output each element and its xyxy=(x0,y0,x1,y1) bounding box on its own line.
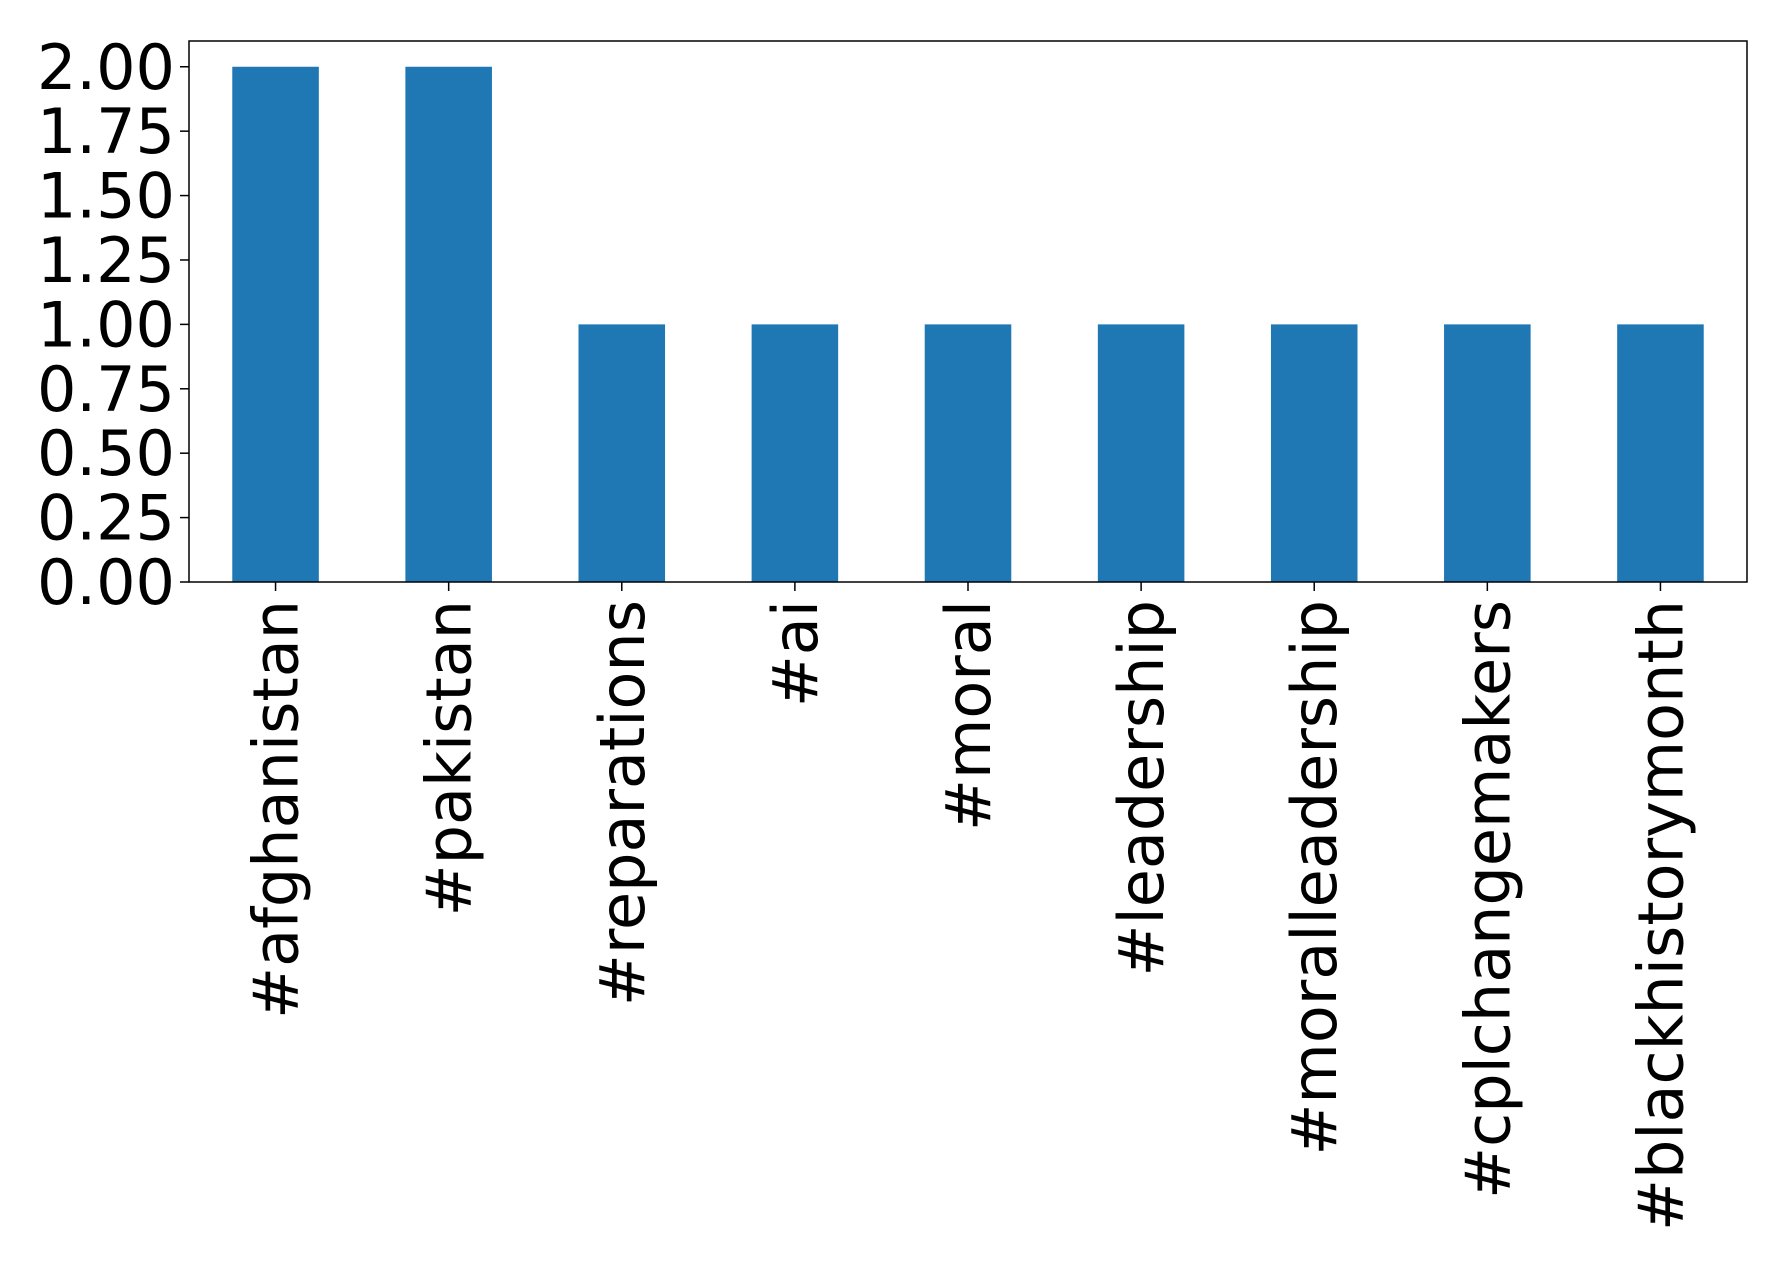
bar xyxy=(1270,324,1358,582)
bar xyxy=(1617,324,1704,582)
x-tick-label: #reparations xyxy=(586,600,659,1006)
bar xyxy=(578,324,666,582)
bar xyxy=(1444,324,1531,582)
y-tick-label: 2.00 xyxy=(37,31,175,104)
bar xyxy=(751,324,839,582)
x-tick-label: #moral xyxy=(932,600,1005,831)
y-tick-label: 1.25 xyxy=(37,224,175,297)
y-tick-label: 1.75 xyxy=(37,95,175,168)
bar xyxy=(232,66,319,582)
y-tick-label: 1.50 xyxy=(37,160,175,233)
x-tick-label: #moralleadership xyxy=(1278,600,1351,1156)
y-tick-label: 0.50 xyxy=(37,417,175,490)
x-tick-label: #blackhistorymonth xyxy=(1624,600,1697,1231)
bar xyxy=(405,66,492,582)
x-tick-label: #leadership xyxy=(1105,600,1178,976)
x-tick-label: #afghanistan xyxy=(240,600,313,1019)
y-tick-label: 0.00 xyxy=(37,546,175,619)
bar xyxy=(924,324,1012,582)
y-tick-label: 0.25 xyxy=(37,482,175,555)
x-tick-label: #pakistan xyxy=(413,600,486,916)
x-tick-label: #cplchangemakers xyxy=(1451,600,1524,1199)
plot-frame xyxy=(188,40,1748,583)
y-tick-label: 1.00 xyxy=(37,288,175,361)
bar xyxy=(1097,324,1185,582)
y-tick-label: 0.75 xyxy=(37,353,175,426)
x-tick-label: #ai xyxy=(759,600,832,707)
